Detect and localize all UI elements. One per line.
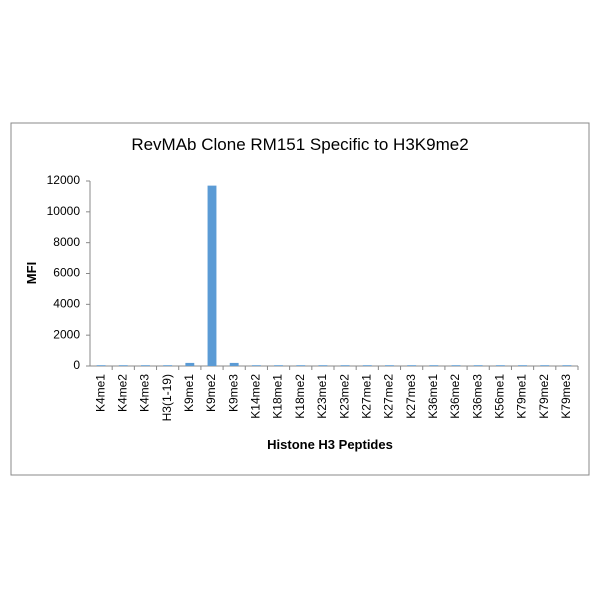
bar <box>407 365 417 366</box>
x-tick-label: K36me3 <box>470 374 484 419</box>
bar <box>362 365 372 366</box>
y-axis-title: MFI <box>24 262 39 284</box>
x-tick-label: K18me2 <box>293 374 307 419</box>
bar <box>540 365 550 366</box>
bar <box>296 365 306 366</box>
x-tick-label: K23me1 <box>315 374 329 419</box>
y-tick-label: 6000 <box>53 266 80 280</box>
x-tick-label: K4me2 <box>115 374 129 412</box>
bar <box>274 365 283 366</box>
y-tick-label: 2000 <box>53 327 80 341</box>
y-tick-label: 10000 <box>47 204 81 218</box>
bar <box>562 365 572 366</box>
bar <box>385 365 394 366</box>
y-tick-label: 0 <box>73 358 80 372</box>
x-tick-label: K79me2 <box>537 374 551 419</box>
bar <box>318 365 328 366</box>
x-tick-label: K9me2 <box>204 374 218 412</box>
x-tick-label: K27me2 <box>382 374 396 419</box>
bar <box>118 365 128 366</box>
y-tick-label: 12000 <box>47 173 81 187</box>
x-tick-label: K56me1 <box>493 374 507 419</box>
chart-frame <box>10 122 590 476</box>
bar <box>141 365 150 366</box>
bar <box>451 365 461 366</box>
x-tick-label: K36me1 <box>426 374 440 419</box>
bar <box>495 365 505 366</box>
x-tick-label: K18me1 <box>271 374 285 419</box>
x-axis-title: Histone H3 Peptides <box>267 437 393 452</box>
x-tick-label: K23me2 <box>337 374 351 419</box>
x-tick-label: K14me2 <box>249 374 263 419</box>
x-tick-label: K27me1 <box>359 374 373 419</box>
x-tick-label: K4me3 <box>138 374 152 412</box>
bar <box>518 365 527 366</box>
bar <box>163 365 173 366</box>
x-tick-label: K36me2 <box>448 374 462 419</box>
x-tick-label: K27me3 <box>404 374 418 419</box>
bar <box>207 185 217 366</box>
y-tick-label: 4000 <box>53 297 80 311</box>
x-tick-label: K9me3 <box>226 374 240 412</box>
bar <box>185 362 195 366</box>
bar <box>96 365 106 366</box>
bar <box>429 365 439 366</box>
x-tick-label: K4me1 <box>93 374 107 412</box>
x-tick-label: K79me1 <box>515 374 529 419</box>
x-tick-label: K9me1 <box>182 374 196 412</box>
bar <box>229 362 239 366</box>
x-tick-label: K79me3 <box>559 374 573 419</box>
bar <box>340 365 350 366</box>
chart-title: RevMAb Clone RM151 Specific to H3K9me2 <box>131 135 468 154</box>
bar <box>251 365 261 366</box>
x-tick-label: H3(1-19) <box>160 374 174 421</box>
bar <box>473 365 483 366</box>
y-tick-label: 8000 <box>53 235 80 249</box>
